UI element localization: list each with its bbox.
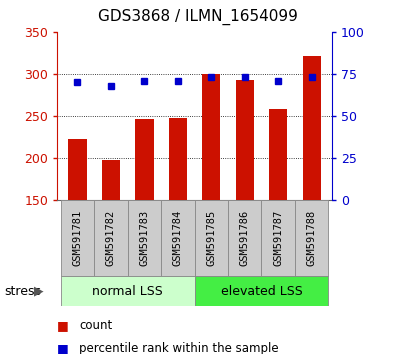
Text: GSM591784: GSM591784 xyxy=(173,210,183,266)
Bar xyxy=(68,139,87,200)
Bar xyxy=(303,56,321,200)
Text: GSM591781: GSM591781 xyxy=(72,210,83,266)
Text: GSM591783: GSM591783 xyxy=(139,210,149,266)
Bar xyxy=(60,276,195,306)
Bar xyxy=(102,160,120,200)
Text: GSM591785: GSM591785 xyxy=(206,210,216,266)
Bar xyxy=(295,200,329,276)
Bar xyxy=(261,200,295,276)
Text: GSM591788: GSM591788 xyxy=(307,210,317,266)
Bar xyxy=(135,119,154,200)
Bar xyxy=(60,200,94,276)
Bar xyxy=(228,200,261,276)
Text: normal LSS: normal LSS xyxy=(92,285,163,298)
Bar xyxy=(195,276,329,306)
Text: percentile rank within the sample: percentile rank within the sample xyxy=(79,342,278,354)
Text: ■: ■ xyxy=(57,342,69,354)
Bar xyxy=(195,200,228,276)
Bar xyxy=(128,200,161,276)
Text: GSM591782: GSM591782 xyxy=(106,210,116,266)
Bar xyxy=(269,109,288,200)
Bar xyxy=(169,119,187,200)
Bar xyxy=(235,80,254,200)
Text: GSM591786: GSM591786 xyxy=(240,210,250,266)
Text: ■: ■ xyxy=(57,319,69,332)
Bar xyxy=(94,200,128,276)
Text: stress: stress xyxy=(4,285,41,298)
Bar xyxy=(202,74,220,200)
Bar xyxy=(161,200,195,276)
Text: ▶: ▶ xyxy=(34,285,43,298)
Text: count: count xyxy=(79,319,112,332)
Text: GSM591787: GSM591787 xyxy=(273,210,283,266)
Text: elevated LSS: elevated LSS xyxy=(221,285,302,298)
Text: GDS3868 / ILMN_1654099: GDS3868 / ILMN_1654099 xyxy=(98,9,297,25)
